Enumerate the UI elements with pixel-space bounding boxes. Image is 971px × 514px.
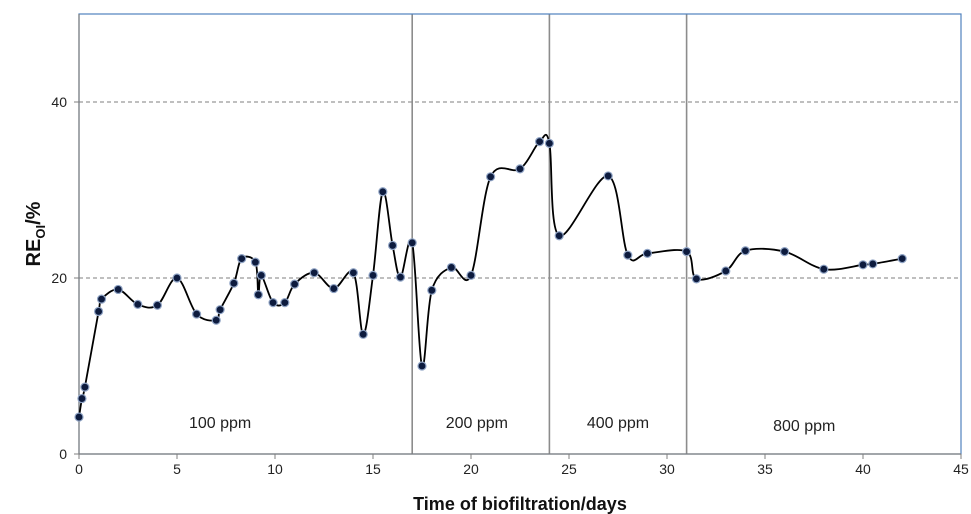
data-point [534,137,545,147]
plot-frame [78,13,962,455]
data-point [268,298,278,308]
x-axis-label: Time of biofiltration/days [413,494,627,514]
data-point [388,240,398,251]
data-point [721,266,731,276]
data-point [486,172,496,182]
data-point [96,294,107,304]
data-point [133,299,143,309]
data-point [348,268,358,278]
grid-lines [79,101,961,279]
data-point [256,270,266,280]
phase-label: 800 ppm [773,418,835,435]
data-point [515,164,525,174]
data-point [378,187,388,197]
data-point [544,138,555,148]
data-point [407,238,417,248]
x-tick-label: 40 [855,461,871,477]
phase-label: 200 ppm [446,415,508,432]
data-point [93,306,104,317]
y-axis-label-sub: OI [33,225,48,239]
axes [74,14,962,459]
data-point [250,257,260,267]
y-axis-label: REOI/% [23,201,48,266]
data-point [897,254,907,264]
x-tick-label: 25 [561,461,577,477]
data-point [253,290,263,300]
x-tick-label: 20 [463,461,479,477]
data-point [819,264,829,274]
y-axis-label-main: RE [23,239,45,267]
phase-label: 100 ppm [189,415,251,432]
data-point [603,171,613,181]
data-point [290,279,300,289]
phase-label: 400 ppm [587,415,649,432]
data-point [642,248,653,258]
data-point [446,262,456,273]
data-point [77,393,87,404]
data-point [229,278,239,288]
data-point [427,285,437,295]
x-tick-labels: 0 5 10 15 20 25 30 35 40 45 [75,461,969,477]
x-tick-label: 5 [173,461,181,477]
data-point [211,315,221,325]
data-point [309,268,319,278]
data-point [779,247,790,257]
data-point [740,246,751,256]
data-point [329,283,339,294]
data-point [417,361,427,371]
y-tick-label: 20 [51,270,67,286]
data-point [215,305,225,315]
data-point [113,284,123,295]
data-point [868,259,878,269]
data-point [466,270,476,280]
data-point [192,309,202,319]
data-point [554,231,564,241]
phase-labels: 100 ppm 200 ppm 400 ppm 800 ppm [189,415,835,435]
series-points [74,137,907,422]
data-point [395,272,406,282]
x-tick-label: 0 [75,461,83,477]
data-point [358,329,368,339]
x-tick-label: 45 [953,461,969,477]
y-axis-label-suffix: /% [23,201,45,225]
data-point [280,298,290,308]
data-point [172,273,182,283]
phase-boundaries [411,14,688,454]
x-tick-label: 15 [365,461,381,477]
y-tick-label: 40 [51,94,67,110]
data-point [623,250,633,260]
data-point [858,260,868,270]
data-point [368,270,378,280]
data-point [152,300,162,310]
y-tick-labels: 0 20 40 [51,94,67,462]
x-tick-label: 35 [757,461,773,477]
data-point [691,274,702,284]
data-point [74,412,84,422]
data-point [681,247,692,257]
y-tick-label: 0 [59,446,67,462]
data-point [80,382,90,392]
x-tick-label: 10 [267,461,283,477]
x-tick-label: 30 [659,461,675,477]
data-point [237,254,247,264]
